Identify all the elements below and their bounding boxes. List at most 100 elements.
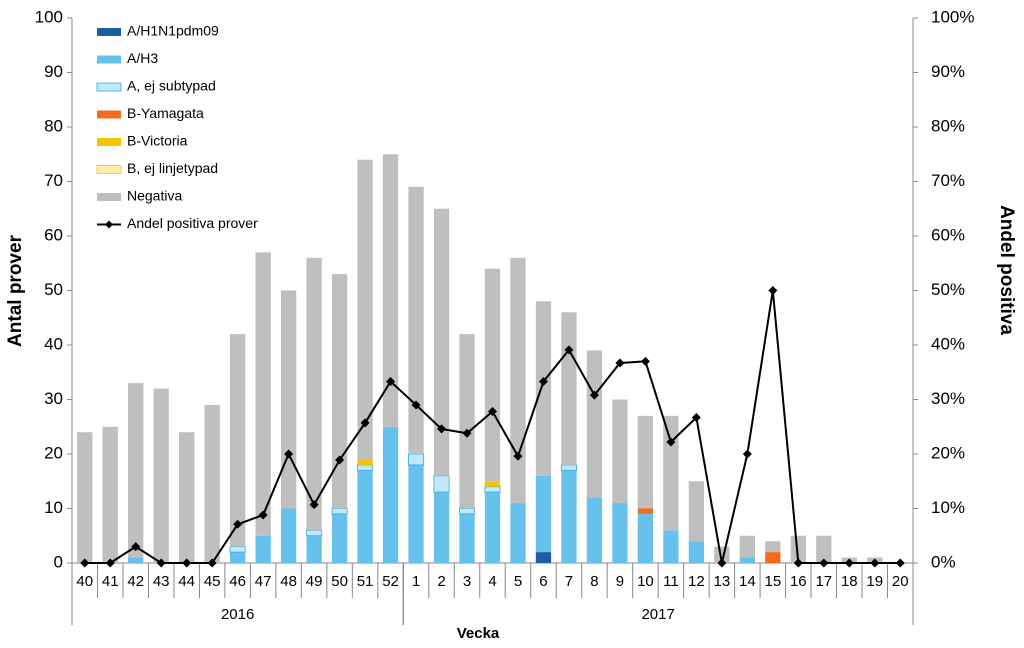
legend-swatch [97, 138, 121, 146]
x-tick-label: 50 [331, 573, 348, 590]
line-marker [182, 558, 192, 568]
y-tick-label: 80 [44, 116, 63, 135]
x-tick-label: 10 [637, 573, 654, 590]
bar-segment [128, 557, 144, 563]
bar-segment [535, 552, 552, 563]
y2-tick-label: 20% [931, 443, 965, 462]
y2-tick-label: 100% [931, 7, 974, 26]
line-marker [207, 558, 217, 568]
line-marker [513, 451, 523, 461]
x-tick-label: 6 [539, 573, 547, 590]
x-tick-label: 5 [514, 573, 522, 590]
bar-segment [688, 541, 705, 563]
bar-segment [408, 464, 424, 563]
bar-segment [586, 350, 603, 498]
bar-segment [739, 535, 755, 558]
line-marker [793, 558, 803, 568]
y-tick-label: 60 [44, 225, 63, 244]
line-marker [615, 358, 625, 368]
line-marker [80, 558, 90, 568]
bar-segment [102, 426, 118, 563]
x-tick-label: 52 [382, 573, 399, 590]
bar-segment [407, 453, 425, 466]
bar-segment [459, 334, 475, 509]
line-marker [691, 412, 701, 422]
y2-tick-label: 50% [931, 280, 965, 299]
bar-segment [382, 154, 399, 427]
bar-segment [280, 508, 297, 563]
bar-segment [357, 464, 374, 471]
x-tick-label: 43 [153, 573, 170, 590]
legend-marker [105, 220, 113, 229]
y2-tick-label: 40% [931, 334, 965, 353]
bar-segment [484, 486, 501, 493]
bar-segment [637, 508, 654, 514]
line-marker [411, 400, 421, 410]
y2-tick-label: 60% [931, 225, 965, 244]
legend-swatch [96, 82, 122, 92]
bar-segment [535, 301, 552, 476]
line-marker [462, 428, 472, 438]
x-tick-label: 19 [866, 573, 883, 590]
x-tick-label: 15 [764, 573, 781, 590]
y-tick-label: 70 [44, 171, 63, 190]
legend-swatch [96, 165, 122, 174]
y2-tick-label: 30% [931, 389, 965, 408]
bar-segment [433, 492, 450, 563]
x-tick-label: 11 [663, 573, 679, 590]
bar-segment [357, 159, 373, 460]
y-tick-label: 40 [44, 334, 63, 353]
bar-segment [739, 557, 755, 563]
bar-segment [128, 383, 144, 558]
bar-segment [535, 475, 552, 553]
y-tick-label: 0 [54, 552, 63, 571]
group-label: 2017 [641, 606, 674, 623]
bar-segment [663, 415, 679, 531]
x-axis-title: Vecka [457, 625, 500, 642]
x-tick-label: 45 [204, 573, 221, 590]
legend-label: B-Yamagata [127, 105, 204, 121]
bar-segment [408, 186, 424, 454]
legend-label: A/H3 [127, 50, 158, 66]
bar-segment [357, 459, 373, 465]
legend-label: B-Victoria [127, 133, 188, 149]
legend-swatch [97, 110, 121, 119]
bar-segment [433, 475, 450, 493]
line-marker [386, 377, 396, 387]
bar-segment [484, 268, 501, 482]
legend-swatch [97, 193, 121, 201]
x-tick-label: 46 [229, 573, 246, 590]
y2-axis-title: Andel positiva [996, 205, 1017, 335]
x-tick-label: 20 [892, 573, 909, 590]
line-marker [360, 418, 370, 428]
y-tick-label: 100 [35, 7, 63, 26]
line-marker [564, 345, 574, 355]
bar-segment [510, 503, 526, 563]
bar-segment [255, 535, 271, 563]
line-marker [488, 406, 497, 416]
x-tick-label: 4 [488, 573, 496, 590]
line-marker [640, 356, 650, 366]
line-marker [437, 424, 447, 434]
bar-segment [586, 497, 603, 563]
legend-label: A, ej subtypad [127, 78, 216, 94]
bar-segment [255, 252, 271, 536]
line-marker [870, 558, 880, 568]
x-tick-label: 13 [714, 573, 731, 590]
legend-label: Negativa [127, 188, 182, 204]
bar-segment [458, 508, 476, 515]
y-tick-label: 10 [44, 498, 63, 517]
bar-segment [229, 546, 246, 553]
legend-label: A/H1N1pdm09 [127, 23, 219, 39]
y-axis-title: Antal prover [5, 234, 26, 347]
x-tick-label: 40 [76, 573, 93, 590]
bar-segment [765, 552, 781, 563]
line-marker [309, 500, 319, 510]
x-tick-label: 1 [412, 573, 420, 590]
y2-tick-label: 10% [931, 498, 965, 517]
bar-segment [179, 432, 195, 563]
bar-segment [663, 530, 679, 563]
bar-segment [306, 535, 322, 563]
bar-segment [688, 481, 705, 542]
x-tick-label: 41 [102, 573, 119, 590]
